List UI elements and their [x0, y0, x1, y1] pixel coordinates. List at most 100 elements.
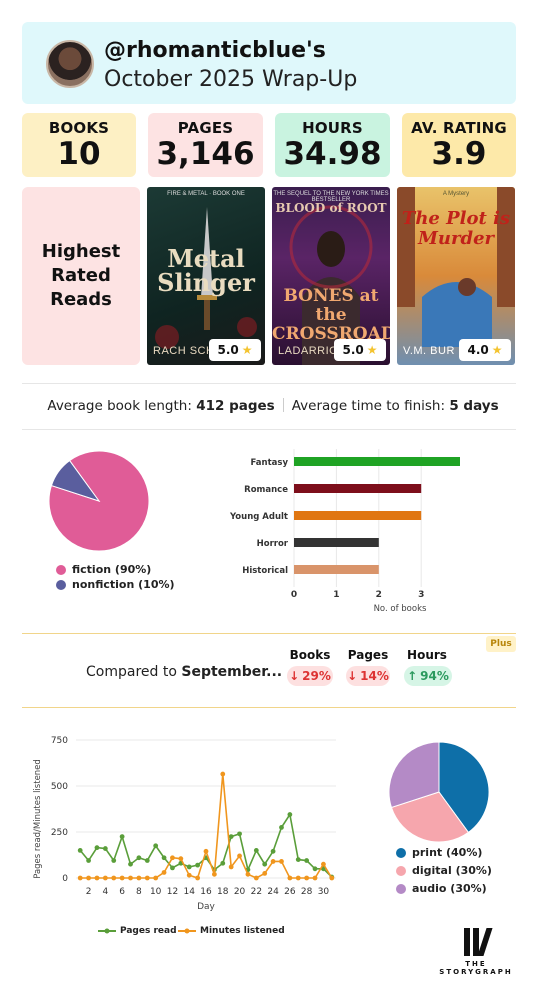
bar-horror — [294, 538, 379, 547]
data-point — [312, 866, 318, 872]
stat-pages-value: 3,146 — [156, 136, 255, 172]
compare-hours-pill: ↑ 94% — [404, 666, 452, 686]
data-point — [102, 875, 108, 881]
x-tick-label: 28 — [301, 887, 313, 897]
storygraph-logo[interactable]: THE STORYGRAPH — [434, 928, 518, 976]
data-point — [245, 871, 251, 877]
data-point — [161, 855, 167, 861]
stat-hours-label: HOURS — [302, 119, 363, 137]
cover-title: Metal Slinger — [157, 244, 255, 297]
fiction-pie-chart — [48, 450, 150, 552]
x-tick-label: 22 — [251, 887, 262, 897]
series-line-pages-read — [79, 812, 333, 878]
compare-pages-label: Pages — [347, 648, 389, 662]
x-tick-label: 26 — [284, 887, 296, 897]
x-tick-label: 16 — [200, 887, 212, 897]
stat-rating: AV. RATING 3.9 — [402, 113, 516, 177]
logo-text-the: THE — [465, 960, 487, 968]
x-tick-label: 20 — [234, 887, 246, 897]
data-point — [228, 834, 234, 839]
data-point — [228, 864, 234, 870]
book-cover-metal-slinger[interactable]: FIRE & METAL · BOOK ONE Metal Slinger RA… — [147, 187, 265, 365]
book-cover-plot-is-murder[interactable]: A Mystery The Plot is Murder V.M. BUR 4.… — [397, 187, 515, 365]
stat-books-label: BOOKS — [48, 119, 110, 137]
data-point — [304, 858, 310, 863]
data-point — [279, 859, 284, 864]
rating-badge: 4.0 ★ — [459, 339, 511, 361]
x-tick-label: 12 — [167, 887, 178, 897]
separator — [282, 398, 284, 412]
data-point — [111, 875, 117, 881]
stat-pages-label: PAGES — [177, 119, 234, 137]
genre-bar-chart: 012345FantasyRomanceYoung AdultHorrorHis… — [229, 449, 460, 614]
x-axis-title: No. of books — [374, 604, 427, 614]
divider — [22, 383, 516, 384]
stat-pages: PAGES 3,146 — [148, 113, 263, 177]
cover-author: V.M. BUR — [403, 345, 455, 357]
series-line-minutes-listened — [80, 773, 333, 880]
stat-books: BOOKS 10 — [22, 113, 136, 177]
rating-badge: 5.0 ★ — [334, 339, 386, 361]
data-point — [128, 875, 133, 881]
y-tick-label: 750 — [51, 736, 68, 746]
compare-books-label: Books — [289, 648, 331, 662]
x-tick-label: 1 — [333, 590, 339, 600]
username: @rhomanticblue's — [104, 38, 326, 63]
data-point — [128, 861, 133, 867]
rating-value: 5.0 — [342, 343, 364, 357]
bar-fantasy — [294, 457, 460, 466]
divider — [22, 633, 516, 634]
data-point — [153, 843, 159, 849]
avatar[interactable] — [46, 40, 94, 88]
up-arrow-icon: ↑ — [407, 669, 418, 683]
data-point — [86, 875, 91, 881]
x-tick-label: 3 — [418, 590, 424, 600]
data-point — [86, 858, 91, 863]
compare-pages-pill: ↓ 14% — [346, 666, 390, 686]
y-tick-label: 500 — [51, 782, 68, 792]
legend-fiction: fiction (90%) — [56, 563, 151, 576]
rating-value: 5.0 — [217, 343, 239, 357]
data-point — [253, 848, 259, 853]
rating-badge: 5.0 ★ — [209, 339, 261, 361]
data-point — [295, 875, 301, 881]
legend-dot — [396, 847, 406, 858]
data-point — [304, 875, 310, 881]
data-point — [94, 845, 100, 851]
data-point — [211, 871, 217, 877]
highest-rated-label-box: Highest Rated Reads — [22, 187, 140, 365]
x-tick-label: 2 — [86, 887, 92, 897]
avg-length-label: Average book length: — [47, 398, 192, 414]
cover-title: The Plot is Murder — [401, 208, 511, 249]
data-point — [253, 875, 259, 881]
data-point — [144, 858, 150, 863]
bar-category-label: Young Adult — [229, 512, 288, 522]
rating-value: 4.0 — [467, 343, 489, 357]
data-point — [77, 875, 83, 881]
data-point — [186, 864, 192, 870]
data-point — [94, 875, 100, 881]
legend-label: audio (30%) — [412, 882, 487, 895]
book-cover-bones-crossroads[interactable]: THE SEQUEL TO THE NEW YORK TIMES BESTSEL… — [272, 187, 390, 365]
star-icon: ★ — [366, 343, 378, 357]
bar-category-label: Horror — [257, 539, 289, 549]
data-point — [144, 875, 150, 881]
data-point — [295, 857, 301, 862]
down-arrow-icon: ↓ — [347, 669, 358, 683]
down-arrow-icon: ↓ — [289, 669, 300, 683]
data-point — [178, 856, 184, 862]
data-point — [102, 846, 108, 851]
highest-rated-label: Highest Rated Reads — [41, 241, 121, 310]
data-point — [321, 861, 326, 867]
legend-dot — [396, 865, 406, 876]
stat-rating-label: AV. RATING — [411, 119, 507, 137]
data-point — [237, 831, 242, 837]
averages-line: Average book length: 412 pages Average ti… — [0, 398, 546, 414]
x-tick-label: 2 — [376, 590, 382, 600]
legend-line-icon — [98, 928, 116, 934]
data-point — [220, 771, 226, 777]
avg-length-value: 412 pages — [196, 398, 275, 414]
bar-category-label: Fantasy — [251, 458, 289, 468]
divider — [22, 429, 516, 430]
